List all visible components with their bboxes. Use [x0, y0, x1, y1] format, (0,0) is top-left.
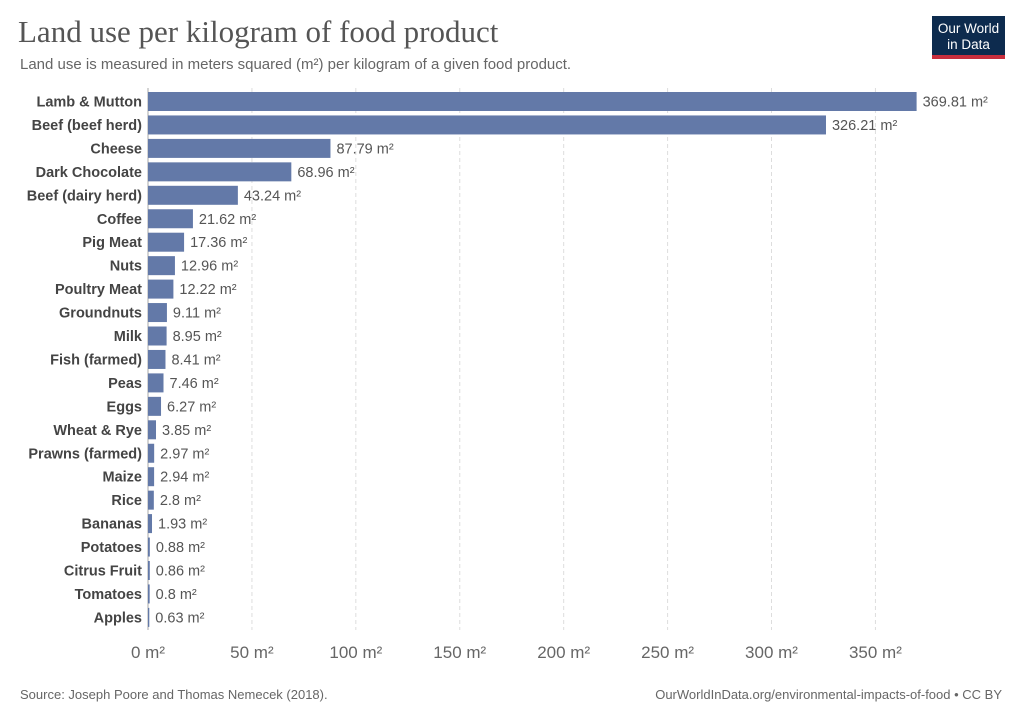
category-label: Poultry Meat [55, 282, 142, 298]
bar[interactable] [148, 607, 150, 627]
category-label: Maize [103, 470, 143, 486]
category-label: Coffee [97, 212, 142, 228]
value-label: 0.86 m² [156, 564, 205, 580]
category-label: Pig Meat [82, 235, 142, 251]
bar[interactable] [148, 279, 174, 299]
value-label: 8.95 m² [173, 329, 222, 345]
category-label: Citrus Fruit [64, 564, 142, 580]
x-tick-label: 50 m² [230, 643, 274, 662]
value-label: 87.79 m² [336, 141, 393, 157]
category-label: Bananas [82, 517, 142, 533]
bar[interactable] [148, 396, 162, 416]
x-tick-label: 300 m² [745, 643, 798, 662]
source-link[interactable]: OurWorldInData.org/environmental-impacts… [655, 687, 1002, 702]
chart-subtitle: Land use is measured in meters squared (… [20, 56, 572, 73]
x-tick-label: 350 m² [849, 643, 902, 662]
value-label: 12.96 m² [181, 259, 238, 275]
bar[interactable] [148, 185, 238, 205]
category-label: Cheese [90, 141, 142, 157]
category-label: Tomatoes [75, 587, 142, 603]
bar[interactable] [148, 443, 155, 463]
bar[interactable] [148, 490, 154, 510]
value-label: 68.96 m² [297, 165, 354, 181]
value-label: 0.8 m² [156, 587, 197, 603]
bar[interactable] [148, 92, 917, 111]
category-label: Prawns (farmed) [28, 446, 142, 462]
value-label: 2.97 m² [160, 446, 209, 462]
bar[interactable] [148, 514, 153, 534]
value-label: 1.93 m² [158, 517, 207, 533]
category-label: Fish (farmed) [50, 352, 142, 368]
bar[interactable] [148, 303, 167, 323]
value-label: 369.81 m² [923, 95, 988, 111]
bar[interactable] [148, 209, 193, 229]
chart-title: Land use per kilogram of food product [18, 14, 499, 49]
bar[interactable] [148, 232, 185, 252]
x-tick-label: 200 m² [537, 643, 590, 662]
value-label: 8.41 m² [171, 352, 220, 368]
bar[interactable] [148, 420, 157, 440]
logo-line-2: in Data [947, 37, 990, 52]
category-label: Rice [111, 493, 142, 509]
category-label: Eggs [107, 399, 142, 415]
bar[interactable] [148, 138, 331, 158]
bar[interactable] [148, 162, 292, 182]
category-label: Nuts [110, 259, 142, 275]
x-tick-label: 150 m² [433, 643, 486, 662]
x-tick-label: 100 m² [329, 643, 382, 662]
value-label: 3.85 m² [162, 423, 211, 439]
category-label: Apples [94, 610, 142, 626]
category-label: Wheat & Rye [53, 423, 142, 439]
value-label: 6.27 m² [167, 399, 216, 415]
category-label: Beef (beef herd) [32, 118, 143, 134]
bar[interactable] [148, 326, 167, 346]
bar[interactable] [148, 373, 164, 393]
value-label: 21.62 m² [199, 212, 256, 228]
value-label: 9.11 m² [173, 306, 221, 322]
category-label: Beef (dairy herd) [27, 188, 142, 204]
bar[interactable] [148, 584, 150, 604]
category-label: Peas [108, 376, 142, 392]
category-label: Lamb & Mutton [36, 95, 142, 111]
logo-line-1: Our World [937, 21, 1000, 36]
source-note: Source: Joseph Poore and Thomas Nemecek … [20, 687, 328, 702]
value-label: 0.63 m² [155, 610, 204, 626]
bar[interactable] [148, 537, 150, 557]
category-label: Potatoes [81, 540, 142, 556]
value-label: 0.88 m² [156, 540, 205, 556]
category-label: Groundnuts [59, 306, 142, 322]
bar[interactable] [148, 115, 826, 135]
value-label: 12.22 m² [179, 282, 236, 298]
value-label: 326.21 m² [832, 118, 897, 134]
value-label: 2.8 m² [160, 493, 201, 509]
value-label: 43.24 m² [244, 188, 301, 204]
category-label: Dark Chocolate [36, 165, 142, 181]
owid-logo[interactable]: Our World in Data [932, 16, 1005, 59]
bar[interactable] [148, 256, 175, 276]
x-tick-label: 0 m² [131, 643, 165, 662]
bar[interactable] [148, 561, 150, 580]
value-label: 17.36 m² [190, 235, 247, 251]
x-tick-label: 250 m² [641, 643, 694, 662]
value-label: 2.94 m² [160, 470, 209, 486]
bar[interactable] [148, 349, 166, 369]
value-label: 7.46 m² [170, 376, 219, 392]
bar[interactable] [148, 467, 155, 487]
category-label: Milk [114, 329, 143, 345]
